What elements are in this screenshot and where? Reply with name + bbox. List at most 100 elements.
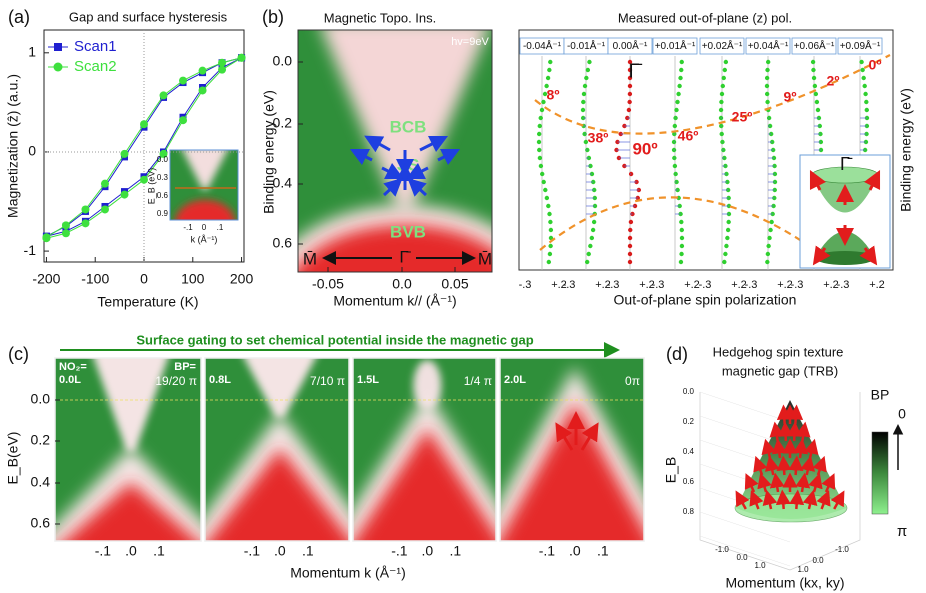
decoration: [699, 392, 861, 571]
x-tick-label: 200: [230, 271, 254, 287]
label: Γ̄: [840, 154, 853, 174]
conduction-band: [244, 358, 316, 418]
decoration: [749, 490, 764, 510]
decoration: [538, 163, 544, 169]
decoration: [699, 535, 791, 567]
decoration: [580, 107, 586, 113]
label: -.3: [745, 279, 758, 291]
decoration: [764, 91, 770, 97]
label: 2º: [827, 73, 840, 89]
decoration: [627, 99, 632, 105]
decoration: [699, 391, 791, 423]
decoration: [814, 99, 820, 105]
label: +.2: [639, 279, 655, 291]
decoration: [815, 107, 821, 113]
conduction-band: [93, 358, 169, 452]
decoration: [786, 421, 802, 442]
label: hv=9eV: [451, 36, 489, 48]
decoration: [627, 243, 633, 249]
decoration: [802, 489, 818, 510]
label: BP=: [174, 361, 196, 373]
decoration: [744, 473, 759, 493]
decoration: [679, 251, 684, 257]
decoration: [652, 37, 698, 55]
decoration: [722, 259, 727, 265]
marker: [179, 116, 188, 125]
decoration: [862, 83, 867, 89]
x-tick-label: 0: [140, 271, 148, 287]
decoration: [582, 83, 588, 89]
label: .0: [274, 543, 286, 559]
marker: [218, 58, 227, 67]
label: .1: [217, 223, 224, 232]
decoration: [812, 245, 831, 266]
frame: [204, 357, 350, 542]
decoration: [626, 107, 632, 113]
decoration: [589, 235, 595, 241]
decoration: [765, 59, 771, 65]
label: -.3: [699, 279, 712, 291]
decoration: [349, 148, 373, 166]
label: Binding energy (eV): [261, 90, 277, 214]
label: k (Å⁻¹): [191, 234, 218, 244]
decoration: [811, 75, 817, 81]
decoration: [580, 422, 599, 451]
label: 0.8L: [209, 374, 231, 386]
decoration: [861, 75, 866, 81]
marker: [42, 233, 51, 242]
label: 0.3: [157, 173, 169, 182]
decoration: [830, 490, 845, 510]
decoration: [541, 179, 546, 185]
label: -.3: [563, 279, 576, 291]
decoration: [584, 75, 589, 81]
decoration: [723, 59, 729, 65]
label: E_B: [663, 457, 679, 483]
label: 0.2: [683, 417, 695, 426]
label: +.2: [731, 279, 747, 291]
label: 90º: [632, 139, 657, 158]
label: 1/4 π: [464, 374, 492, 388]
label: -.3: [791, 279, 804, 291]
frame: [352, 357, 497, 542]
frame: [54, 357, 202, 542]
frame: [499, 357, 645, 542]
marker: [61, 221, 70, 230]
label: +.2: [595, 279, 611, 291]
label: 7/10 π: [310, 374, 345, 388]
decoration: [776, 404, 792, 425]
label: 0.0: [31, 391, 51, 407]
marker: [218, 65, 227, 74]
decoration: [765, 99, 770, 105]
decoration: [769, 472, 785, 493]
label: 2.0L: [504, 374, 526, 386]
decoration: [812, 83, 818, 89]
label: -1.0: [715, 545, 729, 554]
decoration: [607, 37, 653, 55]
label: +.2: [869, 279, 885, 291]
label: 0.2: [273, 115, 293, 131]
decoration: [627, 235, 633, 241]
label: 0.0: [157, 155, 169, 164]
decoration: [766, 243, 771, 249]
decoration: [544, 195, 550, 201]
label: 38º: [588, 130, 609, 146]
label: BCB: [390, 117, 427, 136]
decoration: [864, 99, 869, 105]
decoration: [764, 75, 770, 81]
label: -.3: [607, 279, 620, 291]
marker: [120, 190, 129, 199]
legend-label: Scan1: [74, 38, 117, 55]
decoration: [679, 235, 685, 241]
decoration: [587, 59, 592, 65]
arpes-frame: [353, 358, 496, 541]
decoration: [809, 169, 827, 191]
decoration: [745, 37, 791, 55]
decoration: [364, 135, 391, 153]
decoration: [791, 37, 837, 55]
decoration: [538, 115, 543, 121]
label: 0.4: [683, 447, 695, 456]
label: -.1: [391, 543, 408, 559]
label: .0: [422, 543, 434, 559]
label: -.3: [652, 279, 665, 291]
